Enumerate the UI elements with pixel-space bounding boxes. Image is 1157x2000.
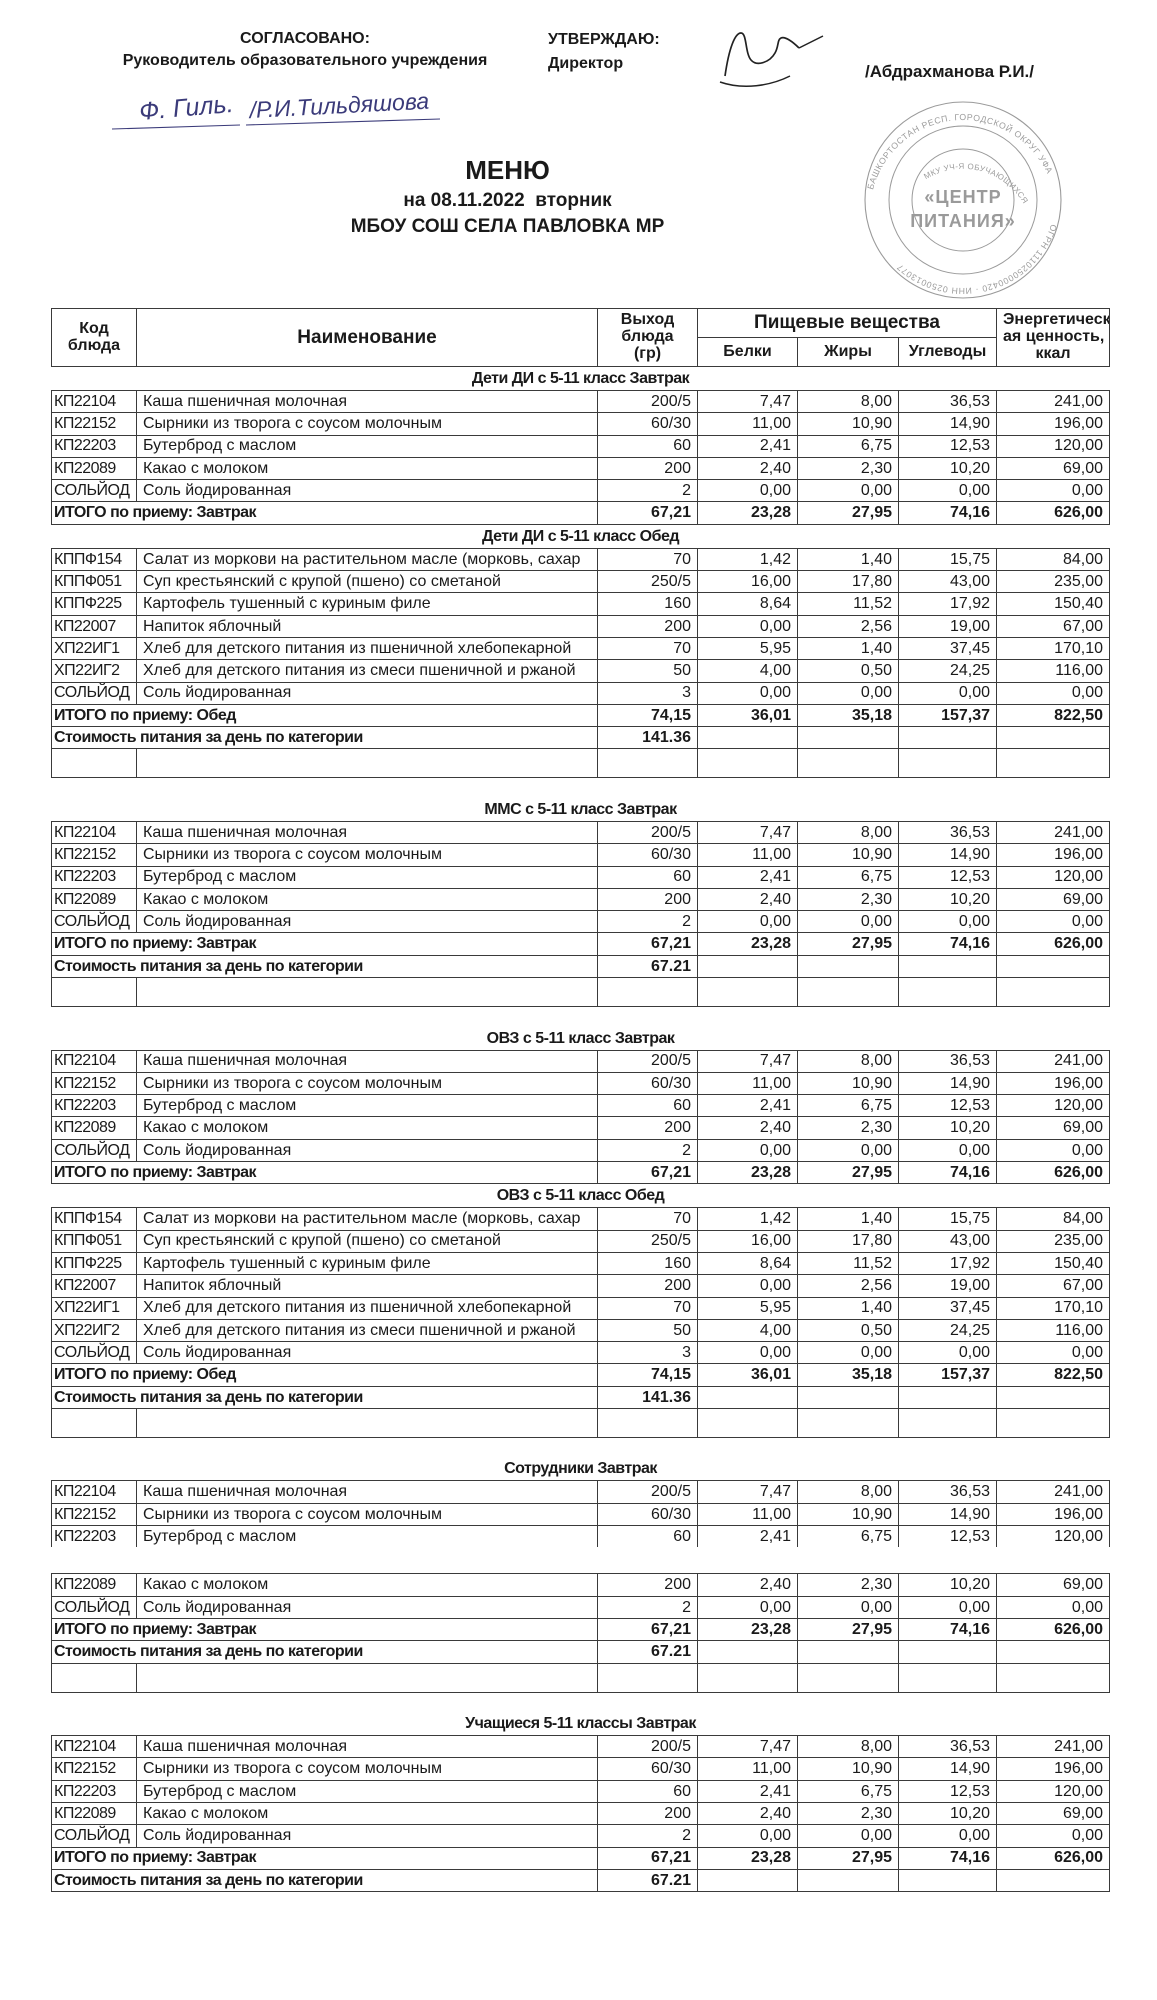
svg-text:/Р.И.Тильдяшова: /Р.И.Тильдяшова <box>247 88 430 123</box>
svg-text:Ф. Гиль.: Ф. Гиль. <box>138 90 234 126</box>
